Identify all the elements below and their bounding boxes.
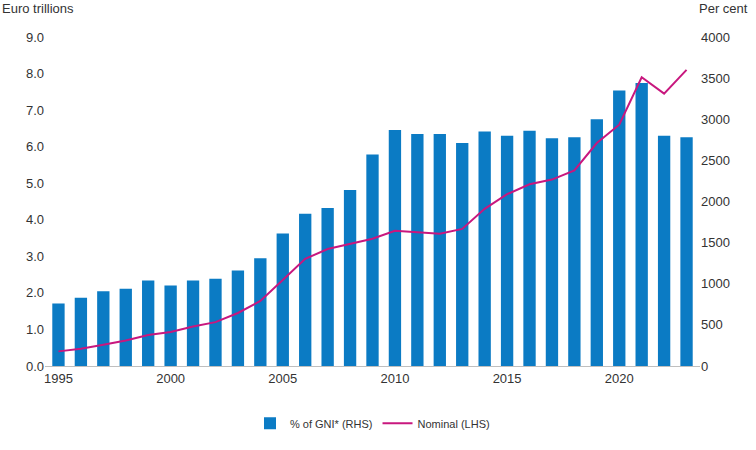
svg-text:2010: 2010 <box>380 371 409 386</box>
svg-text:7.0: 7.0 <box>26 103 44 118</box>
svg-text:3.0: 3.0 <box>26 249 44 264</box>
svg-text:Euro trillions: Euro trillions <box>2 1 74 16</box>
svg-text:2500: 2500 <box>701 153 730 168</box>
svg-text:Per cent: Per cent <box>699 1 748 16</box>
svg-text:2000: 2000 <box>701 194 730 209</box>
svg-text:2015: 2015 <box>493 371 522 386</box>
svg-text:2000: 2000 <box>156 371 185 386</box>
svg-text:0.0: 0.0 <box>26 359 44 374</box>
svg-text:9.0: 9.0 <box>26 30 44 45</box>
svg-text:2020: 2020 <box>605 371 634 386</box>
svg-text:2.0: 2.0 <box>26 285 44 300</box>
svg-text:% of GNI* (RHS): % of GNI* (RHS) <box>290 418 373 430</box>
svg-text:1.0: 1.0 <box>26 322 44 337</box>
svg-text:3000: 3000 <box>701 112 730 127</box>
svg-text:4000: 4000 <box>701 30 730 45</box>
svg-text:2005: 2005 <box>268 371 297 386</box>
svg-text:500: 500 <box>701 317 723 332</box>
svg-text:Nominal (LHS): Nominal (LHS) <box>418 418 490 430</box>
svg-text:8.0: 8.0 <box>26 66 44 81</box>
svg-text:3500: 3500 <box>701 71 730 86</box>
svg-text:1995: 1995 <box>44 371 73 386</box>
svg-text:1500: 1500 <box>701 235 730 250</box>
svg-text:5.0: 5.0 <box>26 176 44 191</box>
svg-text:1000: 1000 <box>701 276 730 291</box>
svg-text:6.0: 6.0 <box>26 139 44 154</box>
svg-text:4.0: 4.0 <box>26 212 44 227</box>
svg-text:0: 0 <box>701 359 708 374</box>
